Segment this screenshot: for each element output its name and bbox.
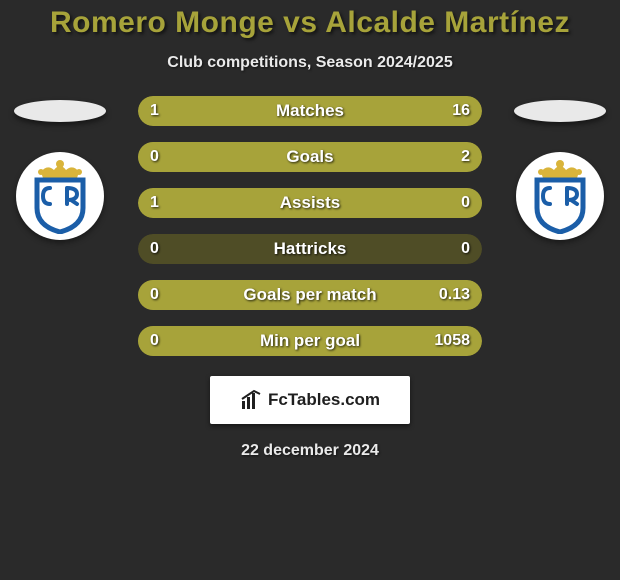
stat-value-right: 0 (461, 240, 470, 258)
stat-bars-container: 1 16 Matches 0 2 Goals 1 0 Assists 0 0 Hattricks 0 0.… (138, 96, 482, 356)
stat-label: Matches (276, 101, 344, 121)
player-left-club-badge (16, 152, 104, 240)
player-right-block (514, 100, 606, 240)
stat-row: 1 16 Matches (138, 96, 482, 126)
watermark-text: FcTables.com (268, 390, 380, 410)
stat-label: Assists (280, 193, 340, 213)
stat-value-left: 0 (150, 332, 159, 350)
stat-value-right: 16 (452, 102, 470, 120)
stat-value-left: 1 (150, 102, 159, 120)
watermark-chart-icon (240, 389, 262, 411)
stat-row: 0 0.13 Goals per match (138, 280, 482, 310)
stat-row: 0 2 Goals (138, 142, 482, 172)
stat-label: Goals (286, 147, 333, 167)
club-badge-icon (527, 158, 593, 234)
player-left-avatar-placeholder (14, 100, 106, 122)
stat-value-right: 1058 (434, 332, 470, 350)
stat-row: 0 1058 Min per goal (138, 326, 482, 356)
player-left-block (14, 100, 106, 240)
club-badge-icon (27, 158, 93, 234)
stat-value-left: 0 (150, 240, 159, 258)
player-right-avatar-placeholder (514, 100, 606, 122)
stat-label: Min per goal (260, 331, 360, 351)
stat-value-left: 0 (150, 148, 159, 166)
page-title: Romero Monge vs Alcalde Martínez (0, 0, 620, 40)
stat-value-left: 1 (150, 194, 159, 212)
stat-row: 1 0 Assists (138, 188, 482, 218)
player-right-club-badge (516, 152, 604, 240)
stat-label: Hattricks (274, 239, 347, 259)
watermark: FcTables.com (210, 376, 410, 424)
stat-label: Goals per match (243, 285, 376, 305)
comparison-arena: 1 16 Matches 0 2 Goals 1 0 Assists 0 0 Hattricks 0 0.… (0, 100, 620, 360)
subtitle: Club competitions, Season 2024/2025 (0, 54, 620, 72)
stat-row: 0 0 Hattricks (138, 234, 482, 264)
date-text: 22 december 2024 (0, 442, 620, 460)
stat-value-right: 0 (461, 194, 470, 212)
stat-value-right: 0.13 (439, 286, 470, 304)
stat-value-right: 2 (461, 148, 470, 166)
stat-value-left: 0 (150, 286, 159, 304)
